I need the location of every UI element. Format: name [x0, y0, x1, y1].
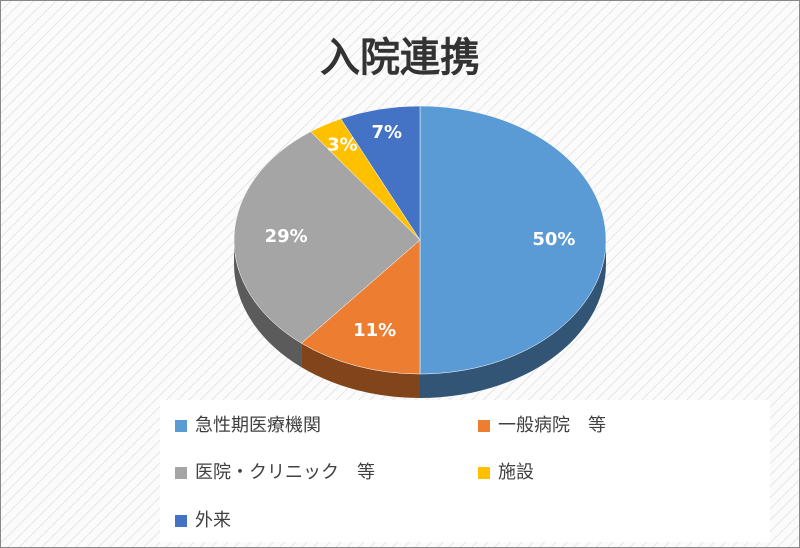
slice: [419, 105, 607, 375]
data-label: 50%: [532, 229, 575, 250]
legend-marker: [175, 420, 187, 432]
data-label: 29%: [265, 226, 308, 247]
legend-marker: [478, 420, 490, 432]
chart-title: 入院連携: [320, 35, 480, 81]
data-label: 7%: [371, 122, 402, 143]
legend-label: 医院・クリニック 等: [195, 462, 375, 483]
legend-box: [160, 400, 770, 542]
legend-marker: [175, 467, 187, 479]
slice: [233, 131, 421, 344]
slice: [301, 239, 421, 375]
legend-label: 施設: [498, 462, 534, 483]
slice-side: [234, 240, 302, 368]
slice-side: [420, 240, 606, 398]
slice-side: [301, 343, 420, 398]
legend-label: 一般病院 等: [498, 415, 606, 436]
legend-label: 外来: [195, 510, 231, 531]
pie: 50% 11% 29% 3% 7%: [233, 105, 607, 398]
data-label: 3%: [327, 134, 358, 155]
legend-marker: [478, 467, 490, 479]
slice: [340, 105, 421, 241]
legend-label: 急性期医療機関: [195, 415, 321, 436]
legend-marker: [175, 515, 187, 527]
data-label: 11%: [353, 320, 396, 341]
